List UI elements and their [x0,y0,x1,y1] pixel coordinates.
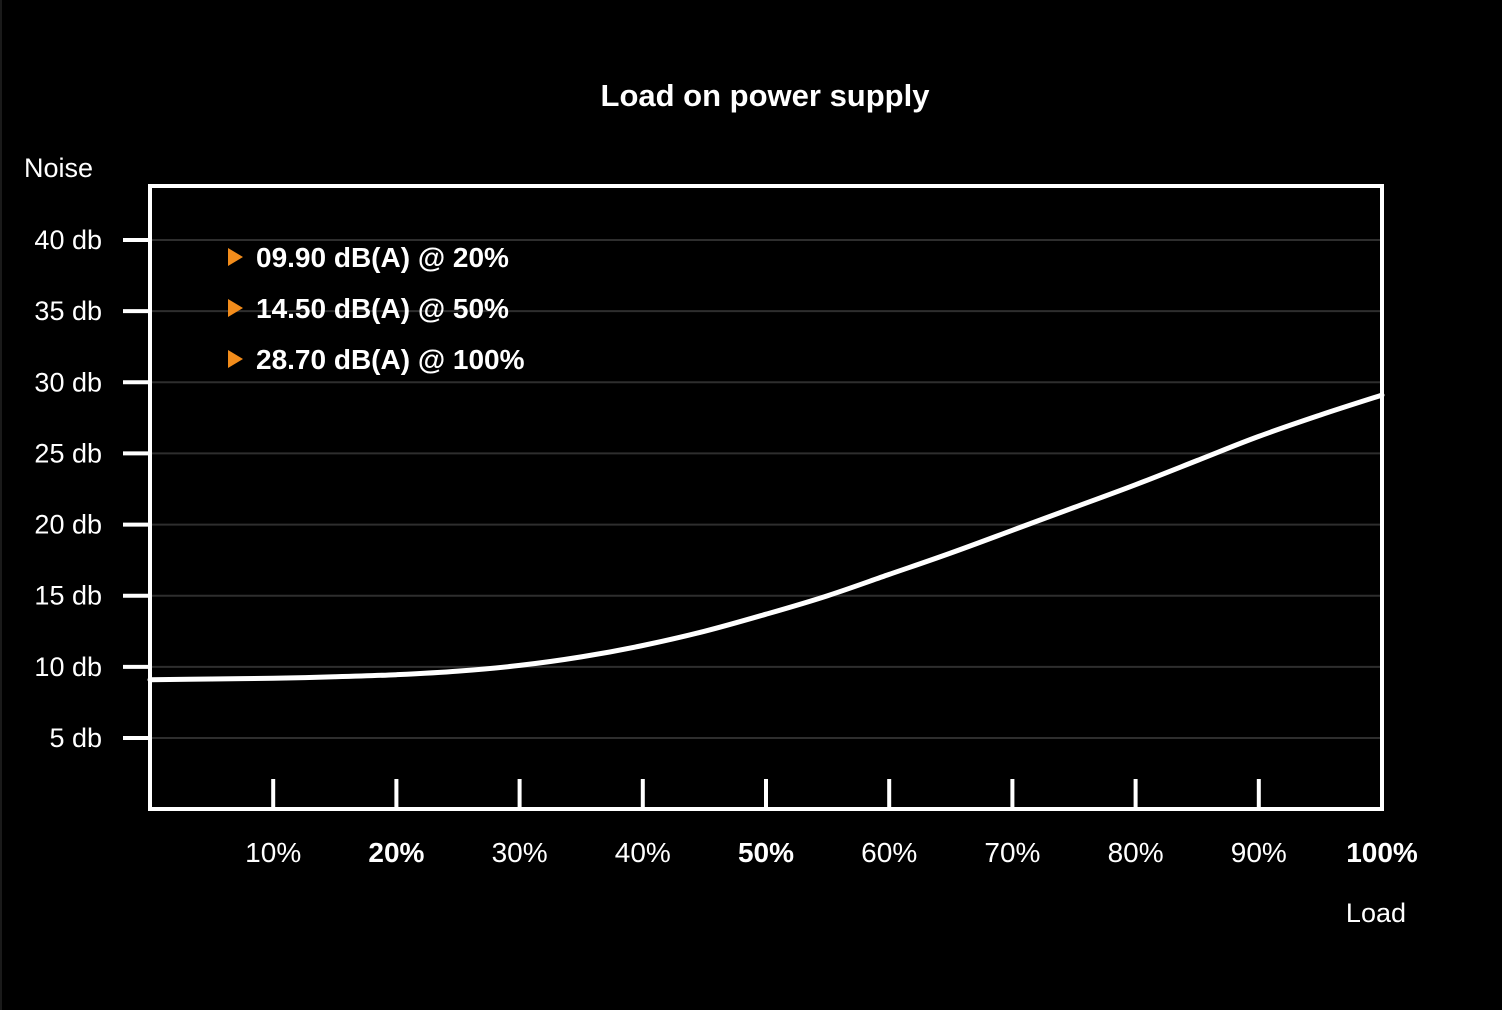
y-tick-label: 20 db [34,510,102,540]
y-axis-ticks: 5 db 10 db 15 db 20 db 25 db 30 db 35 db 40 db [34,225,150,753]
annotation-text: 28.70 dB(A) @ 100% [256,344,525,375]
annotation-item: 09.90 dB(A) @ 20% [228,242,509,273]
annotation-item: 14.50 dB(A) @ 50% [228,293,509,324]
x-tick-label: 30% [492,837,548,868]
grid-lines [150,239,1382,739]
orange-triangle-icon [228,350,243,368]
y-tick-label: 30 db [34,367,102,397]
x-tick-label: 90% [1231,837,1287,868]
series-layer [147,392,1385,683]
annotation-text: 14.50 dB(A) @ 50% [256,293,509,324]
annotation-list: 09.90 dB(A) @ 20% 14.50 dB(A) @ 50% 28.70 … [228,242,525,375]
orange-triangle-icon [228,248,243,266]
annotation-item: 28.70 dB(A) @ 100% [228,344,525,375]
y-tick-label: 40 db [34,225,102,255]
plot-frame [148,184,1384,811]
y-tick-label: 5 db [49,723,102,753]
y-axis-label: Noise [24,153,93,183]
y-tick-label: 15 db [34,581,102,611]
x-tick-label: 100% [1346,837,1418,868]
chart-title: Load on power supply [601,78,931,113]
annotation-text: 09.90 dB(A) @ 20% [256,242,509,273]
x-tick-label: 80% [1108,837,1164,868]
x-tick-label: 20% [368,837,424,868]
y-tick-label: 35 db [34,296,102,326]
x-tick-label: 40% [615,837,671,868]
x-tick-label: 60% [861,837,917,868]
y-tick-label: 10 db [34,652,102,682]
orange-triangle-icon [228,299,243,317]
noise-series-line [147,392,1385,683]
y-tick-label: 25 db [34,438,102,468]
x-axis-ticks: 10% 20% 30% 40% 50% 60% 70% 80% 90% 100% [245,779,1418,868]
x-tick-label: 10% [245,837,301,868]
x-tick-label: 70% [984,837,1040,868]
x-axis-label: Load [1346,898,1406,928]
x-tick-label: 50% [738,837,794,868]
